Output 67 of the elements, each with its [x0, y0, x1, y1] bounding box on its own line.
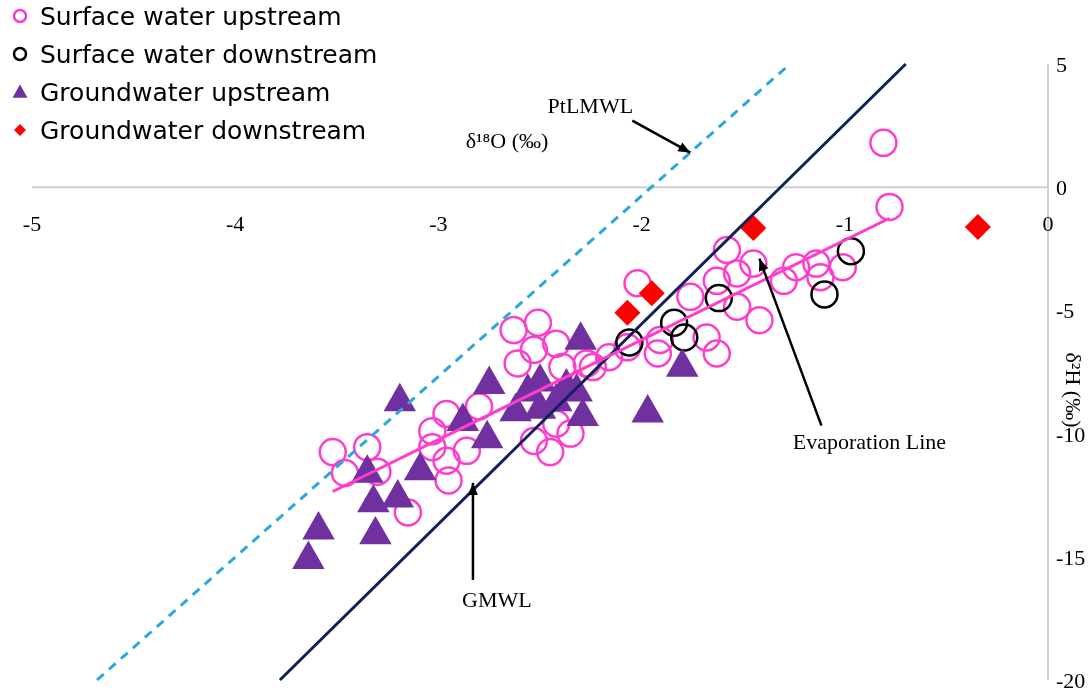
point	[519, 335, 549, 365]
legend-label: Surface water downstream	[40, 40, 378, 69]
point	[470, 419, 504, 449]
point	[381, 478, 415, 508]
point	[875, 192, 904, 222]
point	[302, 510, 335, 540]
point	[359, 515, 392, 545]
x-tick-label: -2	[632, 211, 651, 237]
y-tick-label: 0	[1056, 175, 1067, 201]
annotation: PtLMWL	[547, 92, 634, 118]
legend-label: Surface water upstream	[40, 2, 342, 31]
point	[806, 262, 835, 292]
point	[769, 266, 799, 296]
point	[740, 215, 767, 242]
y-tick-label: -15	[1056, 544, 1086, 570]
annotation: GMWL	[462, 586, 532, 612]
annotation: Evaporation Line	[792, 428, 947, 454]
point	[434, 466, 463, 495]
x-tick-label: -5	[22, 211, 42, 237]
x-tick-label: -1	[835, 211, 854, 237]
point	[503, 349, 532, 378]
x-axis-title: δ¹⁸O (‰)	[465, 128, 549, 153]
point	[318, 437, 347, 467]
y-tick-label: -5	[1056, 298, 1075, 324]
point	[418, 432, 447, 462]
point	[472, 365, 506, 395]
point	[523, 308, 553, 337]
legend-label: Groundwater upstream	[40, 78, 331, 107]
point	[869, 128, 898, 158]
point	[403, 451, 437, 481]
point	[670, 323, 699, 352]
point	[638, 280, 665, 307]
point	[614, 299, 641, 326]
point	[964, 214, 991, 241]
point	[292, 540, 325, 569]
point	[745, 306, 774, 335]
y-tick-label: 5	[1056, 52, 1067, 77]
point	[739, 249, 768, 278]
point	[702, 339, 732, 368]
legend-label: Groundwater downstream	[40, 116, 367, 145]
point	[692, 323, 721, 352]
point	[676, 282, 705, 312]
point	[535, 437, 565, 467]
point	[828, 253, 858, 282]
point	[578, 352, 608, 382]
point	[357, 483, 390, 513]
point	[519, 426, 549, 456]
point	[802, 249, 831, 278]
y-tick-label: -20	[1056, 668, 1086, 693]
point	[432, 446, 461, 475]
point	[564, 321, 597, 350]
point	[665, 348, 699, 377]
point	[499, 315, 528, 345]
point	[712, 235, 742, 265]
point	[659, 308, 689, 337]
x-tick-label: -3	[429, 211, 448, 237]
point	[781, 253, 811, 282]
point	[722, 259, 752, 288]
point	[383, 382, 417, 412]
x-tick-label: -4	[226, 211, 245, 237]
point	[631, 393, 664, 423]
point	[722, 292, 752, 321]
point	[702, 266, 732, 296]
point	[704, 283, 734, 313]
point	[643, 339, 673, 368]
point	[810, 280, 839, 309]
point	[418, 416, 447, 446]
